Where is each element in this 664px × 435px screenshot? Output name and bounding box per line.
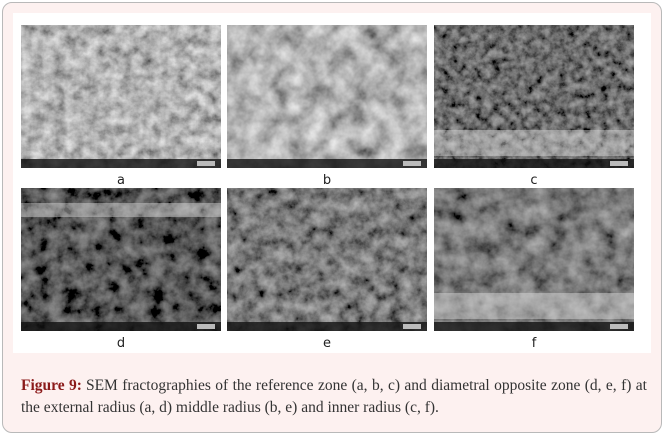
panel-label: c	[434, 173, 634, 188]
sem-image	[434, 188, 634, 331]
figure-frame: a b c d e f Figure 9:SEM fractographie	[2, 2, 662, 433]
sem-image	[21, 188, 221, 331]
panel-label: d	[21, 336, 221, 351]
sem-image	[227, 188, 427, 331]
sem-panel: b	[227, 25, 427, 188]
caption: Figure 9:SEM fractographies of the refer…	[21, 375, 647, 419]
sem-panel: d	[21, 188, 221, 351]
panel-label: e	[227, 336, 427, 351]
sem-image	[21, 25, 221, 168]
panel-label: a	[21, 173, 221, 188]
panel-label: b	[227, 173, 427, 188]
sem-panel: e	[227, 188, 427, 351]
sem-image	[434, 25, 634, 168]
figure-panels: a b c d e f	[13, 13, 651, 353]
caption-label: Figure 9:	[21, 377, 82, 394]
sem-image	[227, 25, 427, 168]
panel-label: f	[434, 336, 634, 351]
sem-panel: f	[434, 188, 634, 351]
sem-panel: a	[21, 25, 221, 188]
sem-panel: c	[434, 25, 634, 188]
caption-text: SEM fractographies of the reference zone…	[21, 377, 647, 416]
